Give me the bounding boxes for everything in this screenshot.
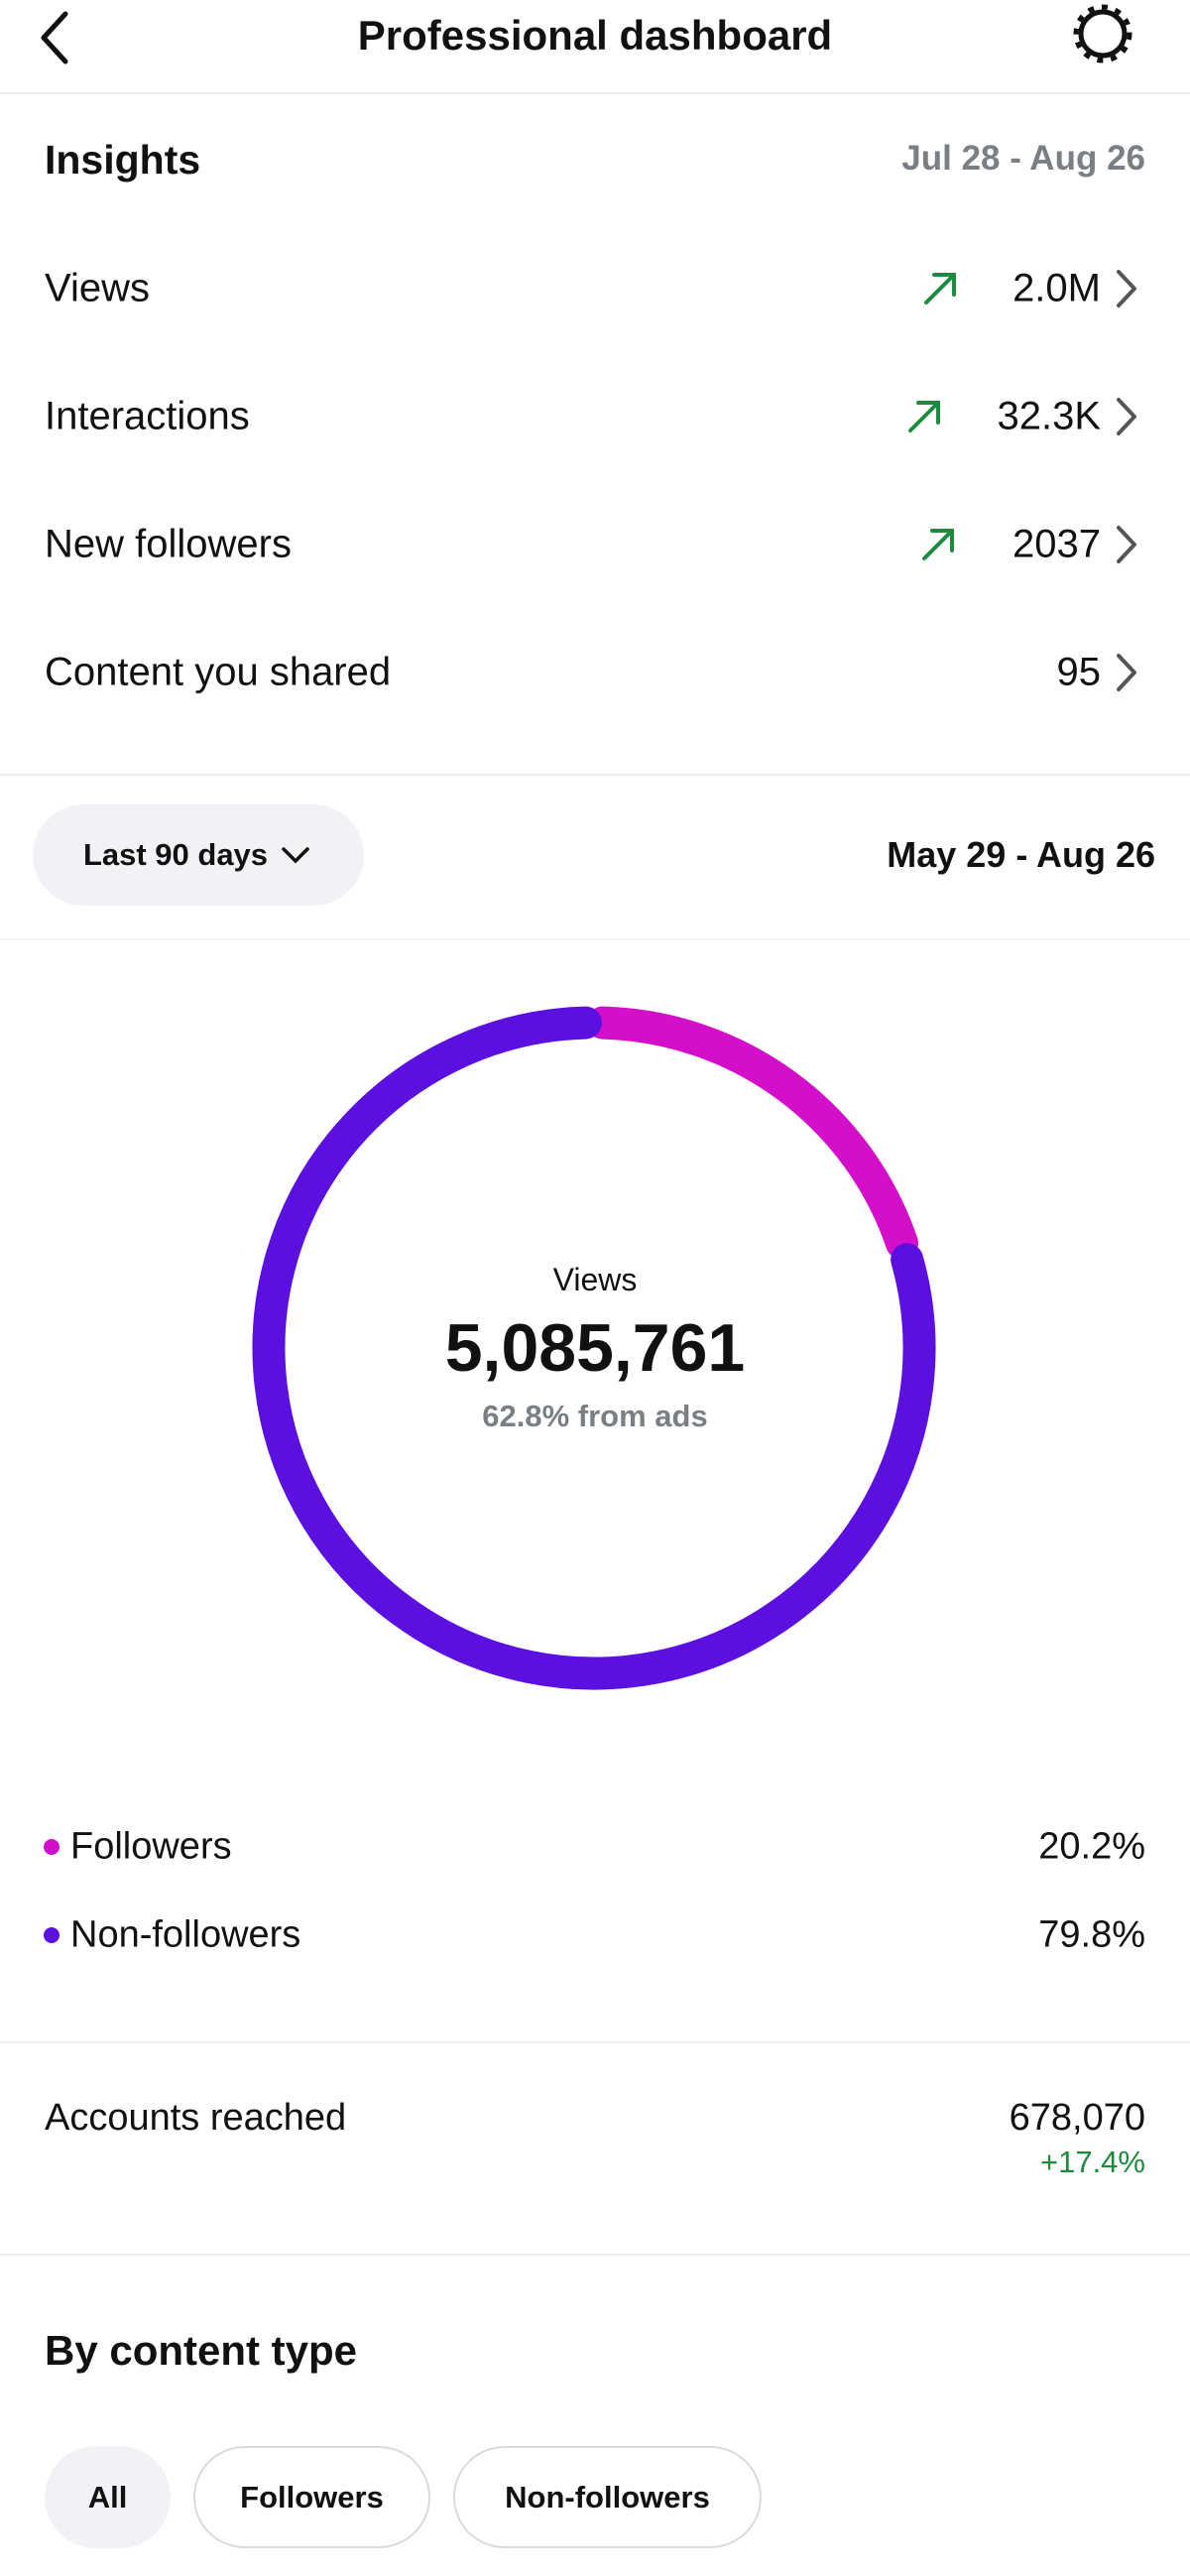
- legend-label: Followers: [70, 1825, 232, 1868]
- center-value: 5,085,761: [444, 1310, 746, 1386]
- legend-dot: [44, 1927, 60, 1943]
- divider: [0, 774, 1190, 776]
- chevron: [1117, 526, 1136, 563]
- legend-label: Non-followers: [70, 1913, 301, 1956]
- legend-dot: [44, 1839, 60, 1855]
- trend-arrow: [908, 401, 940, 432]
- reach-change: +17.4%: [1039, 2145, 1145, 2179]
- metric-label[interactable]: New followers: [45, 522, 292, 566]
- chevron: [1117, 398, 1136, 435]
- metric-value[interactable]: 95: [1056, 650, 1102, 694]
- donut-segment: [252, 1006, 936, 1690]
- legend-value: 79.8%: [1038, 1913, 1145, 1956]
- donut-chart: [252, 1006, 936, 1690]
- divider: [0, 2254, 1190, 2256]
- chevron: [1117, 270, 1136, 307]
- period-label: Last 90 days: [82, 837, 269, 872]
- divider: [0, 92, 1190, 94]
- tab-selected[interactable]: All: [45, 2446, 171, 2548]
- reach-value: 678,070: [1009, 2097, 1145, 2139]
- metric-label[interactable]: Interactions: [45, 394, 250, 438]
- date-range: May 29 - Aug 26: [887, 834, 1155, 875]
- legend-value: 20.2%: [1038, 1825, 1145, 1868]
- period-dropdown[interactable]: Last 90 days: [33, 804, 364, 906]
- metric-value[interactable]: 2.0M: [1012, 266, 1101, 310]
- dropdown-chevron: [282, 847, 309, 864]
- chevron: [1117, 654, 1136, 691]
- section-title: Insights: [45, 137, 201, 183]
- metric-label[interactable]: Views: [45, 266, 150, 310]
- date-range: Jul 28 - Aug 26: [901, 139, 1145, 178]
- settings-button[interactable]: [1071, 2, 1134, 65]
- trend-arrow: [922, 529, 954, 560]
- back-button[interactable]: [30, 8, 79, 67]
- divider: [0, 938, 1190, 940]
- center-note: 62.8% from ads: [482, 1399, 708, 1433]
- trend-arrow: [924, 273, 956, 305]
- row-icons: [908, 270, 1136, 691]
- reach-label: Accounts reached: [45, 2097, 347, 2139]
- metric-value[interactable]: 32.3K: [997, 394, 1101, 438]
- metric-value[interactable]: 2037: [1012, 522, 1101, 566]
- page-title: Professional dashboard: [357, 12, 833, 59]
- metric-label[interactable]: Content you shared: [45, 650, 392, 694]
- center-label: Views: [552, 1262, 638, 1297]
- divider: [0, 2041, 1190, 2043]
- donut-segment: [586, 1006, 919, 1260]
- tab[interactable]: Followers: [193, 2446, 430, 2548]
- section-title: By content type: [45, 2327, 358, 2374]
- tab[interactable]: Non-followers: [453, 2446, 762, 2548]
